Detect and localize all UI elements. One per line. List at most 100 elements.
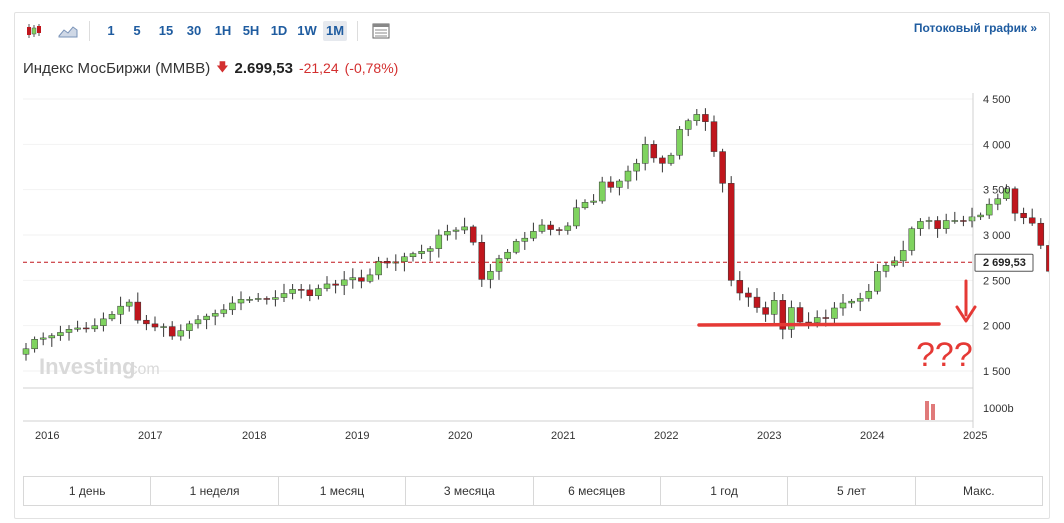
- period-1-day[interactable]: 1 день: [24, 477, 152, 505]
- interval-30[interactable]: 30: [186, 23, 202, 38]
- candle-up: [504, 251, 511, 259]
- interval-1w[interactable]: 1W: [297, 23, 317, 38]
- candle-up: [874, 271, 881, 292]
- interval-1m[interactable]: 1M: [323, 21, 347, 41]
- candle-down: [168, 326, 176, 337]
- question-marks: ???: [916, 336, 973, 374]
- stream-chart-link[interactable]: Потоковый график »: [913, 21, 1037, 35]
- interval-15[interactable]: 15: [158, 23, 174, 38]
- period-6-months[interactable]: 6 месяцев: [534, 477, 661, 505]
- candle-up: [770, 300, 778, 315]
- candle-up: [203, 315, 210, 321]
- candle-up: [22, 348, 30, 355]
- x-tick-label: 2021: [551, 430, 575, 442]
- price-change: -21,24: [298, 60, 339, 76]
- volume-bar: [931, 404, 935, 420]
- area-chart-icon[interactable]: [55, 19, 81, 43]
- y-tick-label: 1 500: [983, 366, 1011, 378]
- candle-up: [899, 250, 907, 262]
- x-tick-label: 2024: [860, 430, 884, 442]
- candle-up: [865, 290, 873, 299]
- candle-down: [934, 220, 941, 229]
- interval-5h[interactable]: 5H: [242, 23, 260, 38]
- candle-up: [74, 327, 81, 330]
- candle-up: [831, 307, 838, 319]
- candle-down: [134, 301, 142, 321]
- candle-down: [650, 144, 658, 159]
- x-tick-label: 2025: [963, 430, 987, 442]
- watermark-brand: Investing: [39, 354, 136, 379]
- interval-1h[interactable]: 1H: [214, 23, 232, 38]
- candle-up: [177, 330, 185, 337]
- y-tick-label: 2 500: [983, 275, 1011, 287]
- candle-up: [951, 220, 959, 222]
- x-tick-label: 2018: [242, 430, 266, 442]
- table-icon[interactable]: [368, 19, 394, 43]
- last-price-tag-bg: [974, 253, 1034, 272]
- candle-down: [736, 280, 744, 294]
- chart-widget: 1 5 15 30 1H 5H 1D 1W 1M Потоковый графи…: [14, 12, 1050, 519]
- candle-up: [1003, 188, 1010, 199]
- candle-down: [1046, 245, 1049, 272]
- y-tick-label: 3 500: [983, 185, 1011, 197]
- candle-down: [1020, 212, 1027, 219]
- price-chart[interactable]: Investing .com 2 699,53 4 500 4 000 3 500 3…: [15, 13, 1049, 468]
- candle-up: [272, 297, 279, 300]
- candle-up: [125, 301, 133, 307]
- candle-up: [942, 220, 950, 229]
- candle-down: [143, 319, 150, 325]
- candle-up: [530, 231, 537, 239]
- candle-down: [753, 296, 761, 308]
- x-tick-label: 2022: [654, 430, 678, 442]
- candle-up: [117, 305, 124, 315]
- period-1-week[interactable]: 1 неделя: [151, 477, 279, 505]
- candle-up: [616, 180, 623, 188]
- candle-up: [160, 326, 167, 328]
- candle-up: [676, 129, 683, 156]
- interval-5[interactable]: 5: [133, 23, 141, 38]
- period-1-year[interactable]: 1 год: [661, 477, 789, 505]
- y-axis: 4 500 4 000 3 500 3 000 2 500 2 000 1 500: [983, 94, 1011, 378]
- candle-up: [839, 302, 847, 309]
- candle-up: [813, 317, 821, 323]
- candle-up: [426, 248, 434, 252]
- candle-up: [590, 200, 597, 203]
- candle-up: [237, 299, 245, 304]
- candle-up: [108, 314, 116, 320]
- period-1-month[interactable]: 1 месяц: [279, 477, 407, 505]
- candle-down: [297, 289, 305, 291]
- candle-up: [57, 332, 64, 336]
- candle-up: [693, 114, 701, 122]
- candle-up: [684, 120, 692, 130]
- candle-up: [349, 277, 357, 281]
- period-max[interactable]: Макс.: [963, 484, 995, 498]
- x-tick-label: 2023: [757, 430, 781, 442]
- candle-up: [968, 216, 976, 222]
- candle-down: [822, 317, 830, 319]
- candle-down: [960, 220, 967, 222]
- candle-up: [48, 335, 56, 339]
- candle-down: [151, 323, 159, 328]
- period-3-months[interactable]: 3 месяца: [406, 477, 534, 505]
- period-5-years[interactable]: 5 лет: [788, 477, 916, 505]
- instrument-header: Индекс МосБиржи (MMBB) 🡇 2.699,53 -21,24…: [23, 57, 398, 79]
- candle-up: [633, 163, 640, 172]
- candle-down: [306, 289, 314, 296]
- candle-down: [796, 307, 804, 323]
- candle-down: [478, 242, 486, 280]
- price-change-percent: (-0,78%): [344, 60, 399, 76]
- x-tick-label: 2017: [138, 430, 162, 442]
- candle-down: [555, 229, 563, 231]
- chart-grid: [23, 98, 973, 372]
- y-tick-label: 2 000: [983, 321, 1011, 333]
- interval-1d[interactable]: 1D: [270, 23, 288, 38]
- x-tick-label: 2020: [448, 430, 472, 442]
- candle-down: [1011, 188, 1019, 214]
- candle-up: [211, 313, 219, 317]
- candle-down: [358, 277, 365, 282]
- candle-up: [366, 274, 374, 282]
- candle-up: [194, 319, 202, 325]
- interval-1[interactable]: 1: [107, 23, 115, 38]
- candlestick-icon[interactable]: [21, 19, 47, 43]
- candle-up: [444, 231, 451, 236]
